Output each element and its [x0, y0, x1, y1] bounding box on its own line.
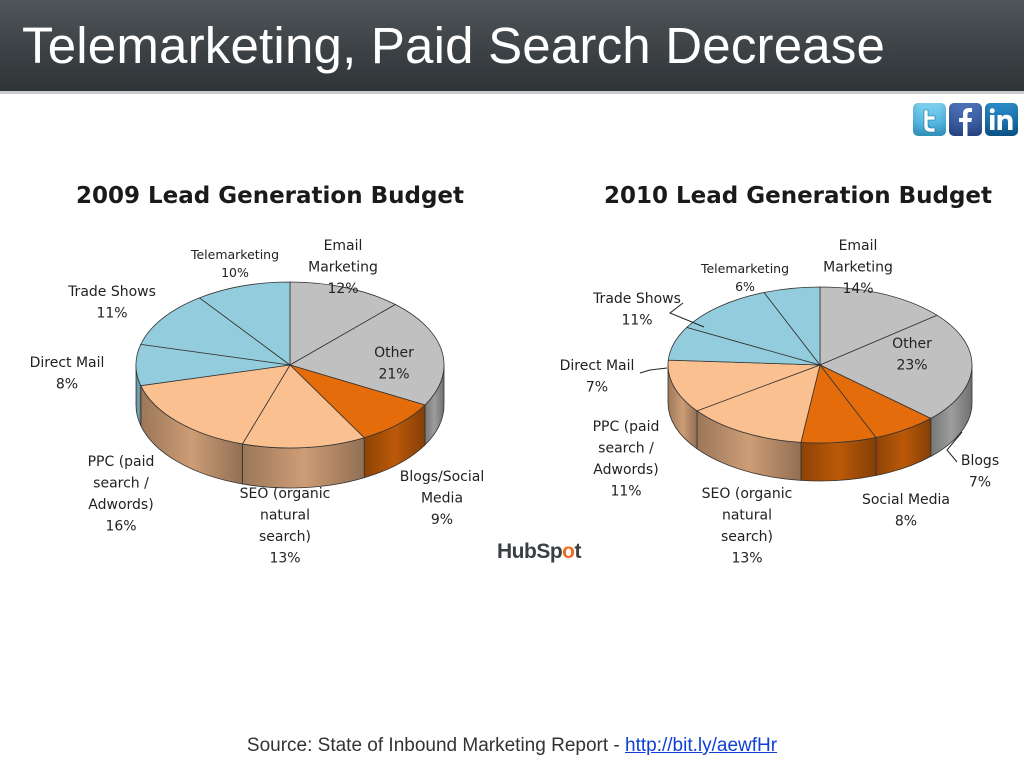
source-line: Source: State of Inbound Marketing Repor… [0, 735, 1024, 757]
slice-label: Telemarketing 10% [190, 247, 279, 280]
pie-slice [140, 297, 291, 366]
pie-slice [763, 286, 821, 367]
pie-slice [696, 364, 821, 443]
slice-label: SEO (organic natural search) 13% [702, 486, 793, 567]
slice-label: Direct Mail 7% [560, 358, 635, 396]
leader-line [639, 367, 668, 374]
pie-charts: 2009 Lead Generation Budget Email Marketin… [30, 183, 1000, 567]
slice-label: Other 23% [892, 336, 932, 374]
linkedin-icon[interactable] [985, 103, 1018, 136]
slice-label: Trade Shows 11% [592, 291, 681, 329]
slice-label: SEO (organic natural search) 13% [240, 486, 331, 567]
chart-title: 2009 Lead Generation Budget [76, 183, 464, 209]
slice-label: Blogs/Social Media 9% [400, 469, 484, 528]
slice-label: PPC (paid search / Adwords) 11% [593, 419, 660, 500]
pie-slice [198, 281, 291, 366]
pie-slice [289, 281, 397, 366]
hubspot-logo-text-b: t [574, 540, 581, 563]
slide-title: Telemarketing, Paid Search Decrease [22, 17, 886, 74]
leader-line [946, 431, 963, 463]
slice-label: Email Marketing 14% [823, 238, 893, 297]
pie-chart-2010: 2010 Lead Generation Budget Email Marketin… [560, 183, 1000, 567]
hubspot-logo-text-a: HubSp [497, 540, 563, 563]
social-icons [913, 103, 1018, 136]
slice-label: Trade Shows 11% [67, 284, 156, 322]
pie-slice [241, 364, 365, 449]
twitter-icon[interactable] [913, 103, 946, 136]
title-bar: Telemarketing, Paid Search Decrease [0, 0, 1024, 94]
source-text: Source: State of Inbound Marketing Repor… [246, 735, 626, 756]
slice-label: PPC (paid search / Adwords) 16% [88, 454, 155, 535]
pie-slice [819, 314, 973, 419]
facebook-icon[interactable] [949, 103, 982, 136]
pie-slice [140, 364, 291, 445]
pie-slice [288, 304, 445, 406]
slice-label: Telemarketing 6% [700, 261, 789, 294]
pie-slice [686, 292, 822, 366]
pie-slice [667, 359, 821, 412]
pie-slice [289, 364, 426, 439]
slice-label: Other 21% [374, 345, 414, 383]
slice-label: Blogs 7% [961, 453, 999, 491]
hubspot-logo: HubSpot [497, 540, 581, 564]
leader-line [669, 302, 705, 328]
chart-title: 2010 Lead Generation Budget [604, 183, 992, 209]
source-link[interactable]: http://bit.ly/aewfHr [625, 735, 778, 756]
slice-label: Direct Mail 8% [30, 355, 105, 393]
slice-label: Email Marketing 12% [308, 238, 378, 297]
pie-side-wall [800, 437, 877, 482]
pie-chart-2009: 2009 Lead Generation Budget Email Marketin… [30, 183, 485, 567]
hubspot-logo-sprocket: o [562, 540, 575, 563]
slice-label: Social Media 8% [862, 492, 950, 530]
pie-slice [819, 286, 938, 366]
